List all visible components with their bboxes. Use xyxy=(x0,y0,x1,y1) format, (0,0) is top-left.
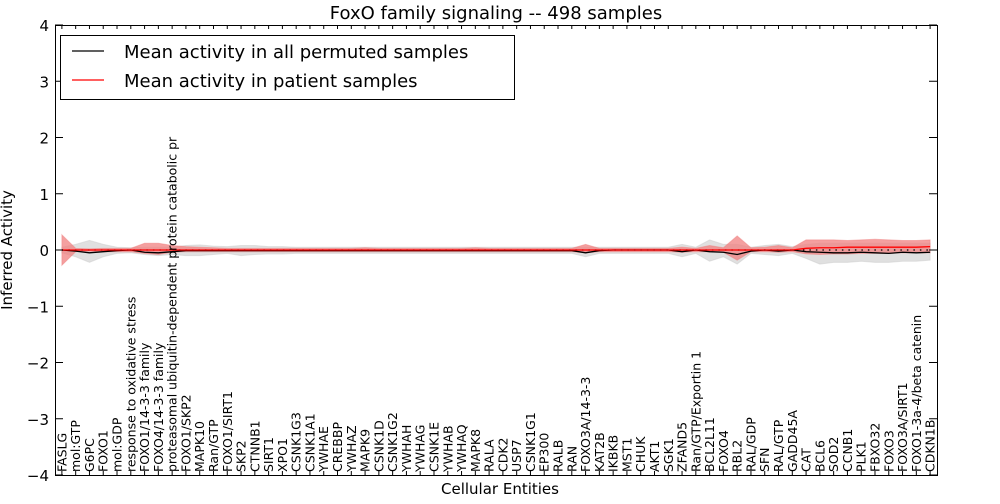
x-tick-label: CSNK1G2 xyxy=(385,412,400,472)
y-tick-label: 2 xyxy=(39,130,49,148)
legend-box xyxy=(60,35,515,100)
y-axis-label: Inferred Activity xyxy=(0,190,16,310)
y-tick-label: 0 xyxy=(39,242,49,260)
y-tick-label: 3 xyxy=(39,73,49,91)
y-tick-label: −2 xyxy=(27,355,49,373)
x-tick-label: KAT2B xyxy=(592,432,607,472)
series-line-1 xyxy=(61,245,931,251)
x-tick-label: proteasomal ubiquitin-dependent protein … xyxy=(165,136,180,472)
y-tick-label: 4 xyxy=(39,17,49,35)
y-tick-label: −4 xyxy=(27,467,49,485)
x-tick-label: FOXO1 xyxy=(96,430,111,472)
x-tick-label: BCL2L11 xyxy=(702,417,717,472)
plot-frame xyxy=(55,25,938,476)
x-tick-label: FOXO1/SIRT1 xyxy=(220,391,235,472)
x-tick-label: SGK1 xyxy=(661,438,676,472)
x-tick-label: ZFAND5 xyxy=(675,422,690,472)
x-tick-label: CSNK1G3 xyxy=(289,412,304,472)
x-tick-label: RAL/GTP xyxy=(771,419,786,472)
x-tick-label: RALB xyxy=(551,440,566,472)
x-tick-label: FOXO4 xyxy=(716,430,731,472)
x-tick-label: YWHAQ xyxy=(454,424,469,473)
x-tick-label: MAPK9 xyxy=(358,429,373,472)
x-tick-label: FOXO1/SKP2 xyxy=(178,394,193,472)
x-tick-label: FOXO1/14-3-3 family xyxy=(137,342,152,472)
x-tick-label: EP300 xyxy=(537,433,552,472)
x-tick-label: MST1 xyxy=(619,438,634,472)
x-tick-label: MAPK10 xyxy=(192,421,207,472)
x-tick-label: FOXO3A/14-3-3 xyxy=(578,377,593,472)
x-tick-label: SOD2 xyxy=(826,437,841,472)
x-tick-label: AKT1 xyxy=(647,441,662,472)
x-tick-label: SFN xyxy=(757,448,772,472)
x-axis-label: Cellular Entities xyxy=(441,480,559,498)
x-tick-label: FOXO4/14-3-3 family xyxy=(151,342,166,472)
x-tick-label: PLK1 xyxy=(854,441,869,472)
x-tick-label: CDK2 xyxy=(495,437,510,472)
x-tick-label: Ran/GTP/Exportin 1 xyxy=(688,351,703,472)
x-tick-label: CSNK1A1 xyxy=(302,413,317,472)
chart-title: FoxO family signaling -- 498 samples xyxy=(330,3,662,24)
x-tick-label: FOXO3A/SIRT1 xyxy=(895,382,910,472)
y-tick-label: −1 xyxy=(27,298,49,316)
x-tick-label: mol:GDP xyxy=(110,417,125,472)
y-ticks: −4 −3 −2 −1 0 1 2 3 4 xyxy=(27,17,937,485)
x-tick-label: FOXO1-3a-4/beta catenin xyxy=(909,315,924,472)
x-tick-label: response to oxidative stress xyxy=(123,297,138,472)
x-tick-label: CTNNB1 xyxy=(247,420,262,472)
x-tick-label: RAN xyxy=(564,446,579,472)
x-tick-label: MAPK8 xyxy=(468,429,483,472)
y-tick-label: −3 xyxy=(27,411,49,429)
x-tick-label: mol:GTP xyxy=(68,420,83,472)
x-tick-label: RALA xyxy=(482,439,497,472)
x-tick-label: USP7 xyxy=(509,439,524,472)
x-tick-label: CSNK1G1 xyxy=(523,412,538,472)
x-tick-label: CREBBP xyxy=(330,422,345,472)
x-tick-label: YWHAB xyxy=(440,425,455,473)
x-tick-label: GADD45A xyxy=(785,410,800,472)
x-tick-label: SIRT1 xyxy=(261,437,276,472)
x-tick-label: CSNK1D xyxy=(371,420,386,472)
x-tick-label: FOXO3 xyxy=(881,430,896,472)
x-tick-label: FBXO32 xyxy=(867,423,882,472)
x-tick-label: CAT xyxy=(799,448,814,472)
x-tick-label: XPO1 xyxy=(275,438,290,472)
legend-label-patient: Mean activity in patient samples xyxy=(124,71,418,92)
legend-label-permuted: Mean activity in all permuted samples xyxy=(124,42,468,63)
x-tick-label: CCNB1 xyxy=(840,429,855,472)
x-tick-label: RAL/GDP xyxy=(743,417,758,472)
x-tick-label: G6PC xyxy=(82,438,97,472)
x-tick-label: FASLG xyxy=(54,433,69,472)
x-tick-label: YWHAH xyxy=(399,425,414,473)
x-tick-label: CSNK1E xyxy=(426,422,441,472)
x-tick-label: YWHAZ xyxy=(344,425,359,473)
x-tick-label: CHUK xyxy=(633,436,648,472)
legend: Mean activity in all permuted samples Me… xyxy=(60,35,515,100)
x-tick-label: BCL6 xyxy=(812,440,827,472)
x-tick-label: YWHAE xyxy=(316,426,331,473)
x-tick-label: RBL2 xyxy=(730,440,745,472)
x-tick-label: Ran/GTP xyxy=(206,419,221,472)
x-tick-label: SKP2 xyxy=(234,440,249,472)
x-tick-label: CDKN1B xyxy=(923,420,938,472)
x-tick-label: IKBKB xyxy=(606,435,621,472)
lines-layer xyxy=(61,245,931,256)
x-tick-label: YWHAG xyxy=(413,425,428,473)
y-tick-label: 1 xyxy=(39,186,49,204)
